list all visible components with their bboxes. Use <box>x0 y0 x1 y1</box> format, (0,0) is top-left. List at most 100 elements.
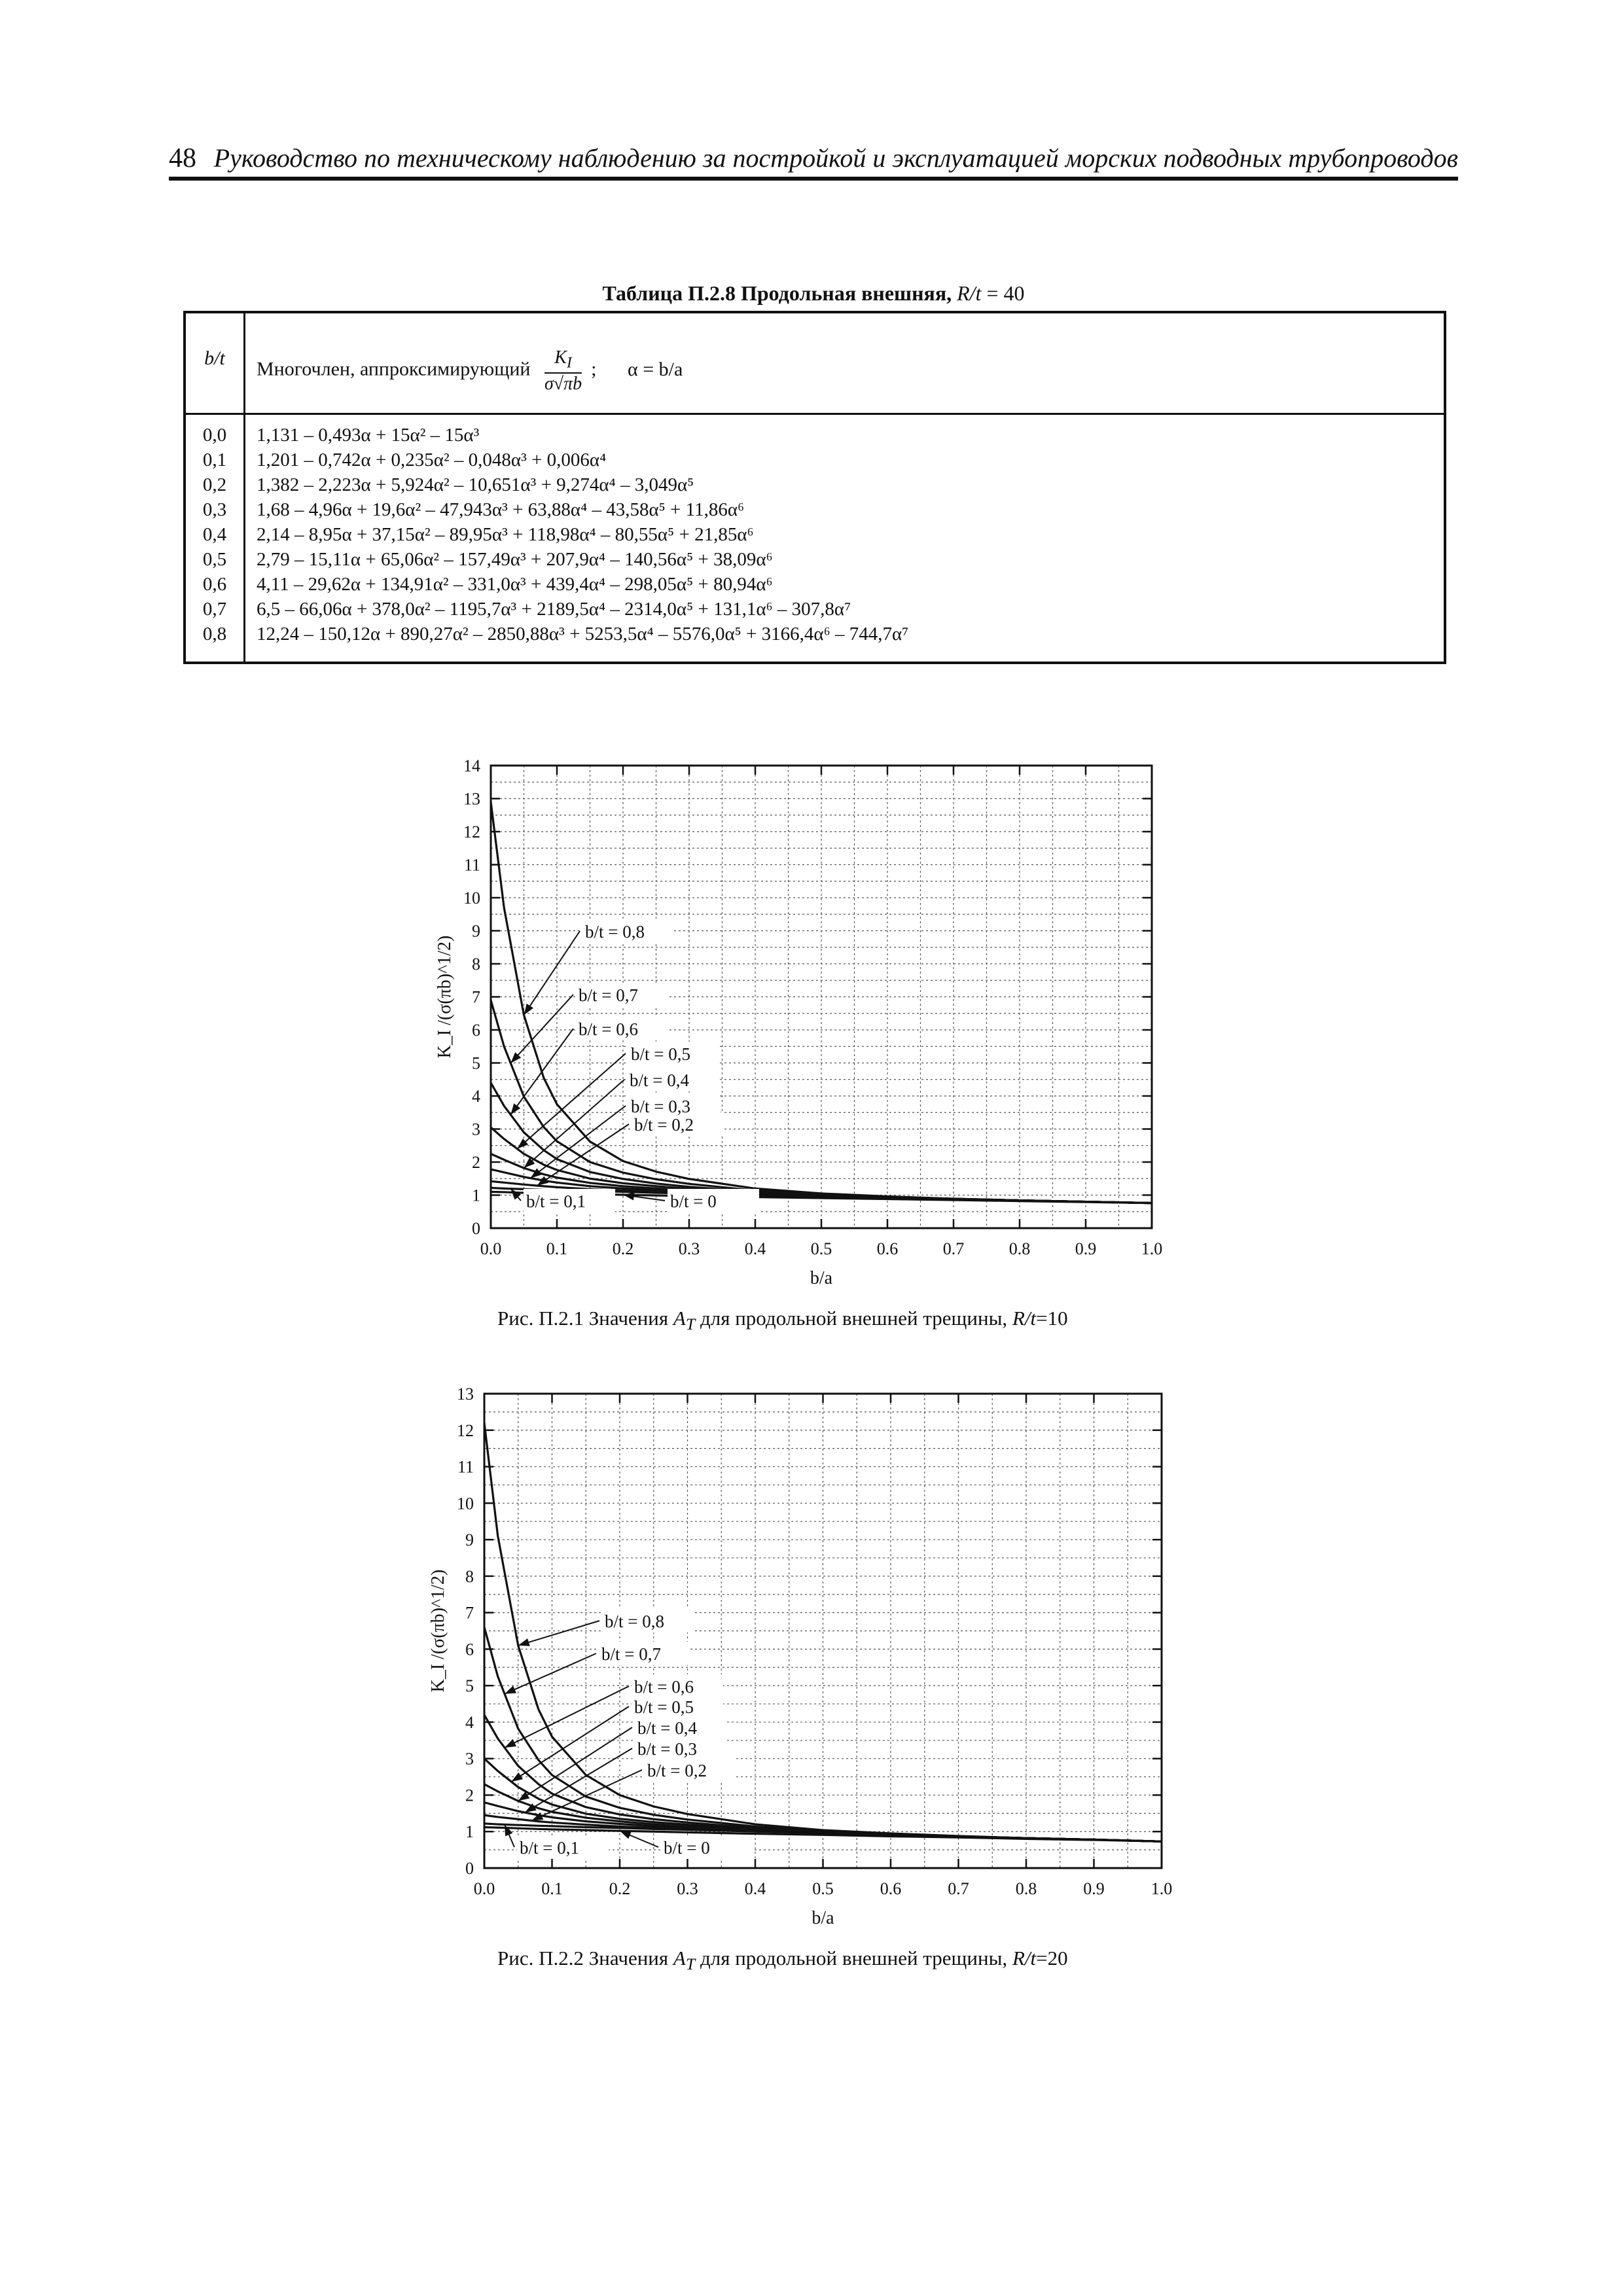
x-tick-label: 0.9 <box>1083 1879 1105 1898</box>
y-tick-label: 12 <box>463 822 480 841</box>
row-polynomial: 2,14 – 8,95α + 37,15α² – 89,95α³ + 118,9… <box>257 524 754 545</box>
series-label: b/t = 0,1 <box>526 1192 586 1211</box>
series-label-bg <box>576 1017 668 1040</box>
series-label-bg <box>517 1835 609 1859</box>
series-arrowhead <box>530 1168 542 1178</box>
figure-2-caption: Рис. П.2.2 Значения AT для продольной вн… <box>497 1947 1068 1974</box>
y-tick-label: 13 <box>457 1385 474 1404</box>
row-polynomial: 2,79 – 15,11α + 65,06α² – 157,49α³ + 207… <box>257 549 773 570</box>
series-arrowhead <box>518 1792 530 1801</box>
series-lines <box>483 1422 1162 1843</box>
y-tick-label: 1 <box>472 1186 480 1205</box>
series-label: b/t = 0,7 <box>579 985 638 1005</box>
series-label-bg <box>628 1042 720 1065</box>
table-row: 0,1 1,201 – 0,742α + 0,235α² – 0,048α³ + … <box>186 450 1444 474</box>
fraction-numerator-sub: I <box>566 354 572 372</box>
table-header-divider <box>186 413 1444 415</box>
row-bt: 0,5 <box>202 549 227 570</box>
row-bt: 0,2 <box>202 474 227 495</box>
series-arrowhead <box>505 1686 517 1694</box>
series-line <box>490 802 1152 1205</box>
row-polynomial: 1,382 – 2,223α + 5,924α² – 10,651α³ + 9,… <box>257 474 694 495</box>
table-column-divider <box>243 313 245 662</box>
y-tick-label: 11 <box>464 856 480 875</box>
y-tick-label: 11 <box>457 1458 474 1477</box>
table-body: 0,0 1,131 – 0,493α + 15α² – 15α³ 0,1 1,201… <box>186 425 1444 648</box>
caption-suffix: =10 <box>1036 1307 1068 1330</box>
series-labels: b/t = 0 b/t = 0,1 b/t = 0,2b/t = 0,3 b/t = … <box>510 919 759 1212</box>
series-label: b/t = 0,6 <box>579 1019 638 1039</box>
y-tick-label: 4 <box>465 1713 474 1732</box>
y-tick-label: 7 <box>465 1604 474 1623</box>
series-label-bg <box>576 983 668 1006</box>
alpha-definition: α = b/a <box>627 358 683 380</box>
table-row: 0,3 1,68 – 4,96α + 19,6α² – 47,943α³ + 63… <box>186 499 1444 524</box>
series-label-bg <box>524 1189 615 1212</box>
series-arrow <box>537 1123 630 1186</box>
caption-middle: для продольной внешней трещины, <box>700 1947 1008 1969</box>
table-caption: Таблица П.2.8 Продольная внешняя, R/t = … <box>169 281 1458 306</box>
y-tick-label: 2 <box>472 1153 480 1172</box>
formula-fraction: KI σ√πb <box>544 347 582 395</box>
x-tick-label: 1.0 <box>1141 1239 1163 1258</box>
table-header-poly-label: Многочлен, аппроксимирующий <box>257 358 531 380</box>
series-arrowhead <box>623 1192 635 1201</box>
table-row: 0,2 1,382 – 2,223α + 5,924α² – 10,651α³ +… <box>186 474 1444 499</box>
row-bt: 0,7 <box>202 599 227 620</box>
caption-symbol: AT <box>673 1947 695 1973</box>
x-tick-label: 0.5 <box>812 1879 834 1898</box>
series-arrow <box>510 994 574 1064</box>
y-tick-label: 10 <box>463 889 480 908</box>
series-label-bg <box>632 1695 723 1718</box>
row-polynomial: 12,24 – 150,12α + 890,27α² – 2850,88α³ +… <box>257 624 909 645</box>
row-bt: 0,0 <box>202 425 227 446</box>
table-row: 0,5 2,79 – 15,11α + 65,06α² – 157,49α³ + … <box>186 549 1444 574</box>
table-row: 0,7 6,5 – 66,06α + 378,0α² – 1195,7α³ + 2… <box>186 599 1444 624</box>
x-tick-label: 0.6 <box>880 1879 902 1898</box>
series-arrowhead <box>510 1188 522 1200</box>
x-tick-label: 0.7 <box>943 1239 965 1258</box>
row-bt: 0,8 <box>202 624 227 645</box>
series-label-bg <box>635 1716 726 1739</box>
y-tick-label: 0 <box>472 1219 480 1238</box>
caption-var: R/t <box>1012 1307 1037 1330</box>
series-label-bg <box>627 1068 719 1091</box>
series-arrow <box>523 1079 625 1169</box>
y-tick-label: 8 <box>472 955 480 974</box>
y-tick-label: 13 <box>463 790 480 809</box>
formula-table: b/t Многочлен, аппроксимирующий KI σ√πb … <box>183 311 1446 664</box>
series-label-bg <box>635 1737 726 1760</box>
series-label: b/t = 0,3 <box>637 1739 697 1759</box>
series-arrow <box>510 1706 630 1782</box>
table-row: 0,4 2,14 – 8,95α + 37,15α² – 89,95α³ + 11… <box>186 524 1444 549</box>
table-row: 0,0 1,131 – 0,493α + 15α² – 15α³ <box>186 425 1444 450</box>
series-label: b/t = 0,2 <box>634 1115 694 1135</box>
x-axis-label: b/a <box>810 1268 833 1288</box>
y-tick-label: 6 <box>472 1021 480 1040</box>
series-label-bg <box>645 1758 736 1782</box>
y-tick-label: 3 <box>465 1750 474 1769</box>
fraction-denominator: σ√πb <box>544 373 582 394</box>
caption-suffix: =20 <box>1036 1947 1068 1969</box>
y-tick-label: 12 <box>457 1421 474 1440</box>
running-head: 48 Руководство по техническому наблюдени… <box>169 143 1458 181</box>
x-tick-label: 0.1 <box>546 1239 568 1258</box>
table-row: 0,8 12,24 – 150,12α + 890,27α² – 2850,88α… <box>186 624 1444 648</box>
series-label-bg <box>602 1609 694 1633</box>
y-tick-label: 8 <box>465 1567 474 1586</box>
y-tick-label: 0 <box>465 1859 474 1878</box>
figure-1: 0.0 0.1 0.2 0.3 0.4 0.5 0.6 0.7 0.8 0.9 1.0 0 1 2 3 4 5 6… <box>419 752 1204 1302</box>
grid <box>484 1393 1162 1869</box>
series-line <box>483 1422 1162 1843</box>
series-label: b/t = 0,2 <box>647 1761 707 1780</box>
y-tick-label: 6 <box>465 1640 474 1659</box>
y-tick-label: 9 <box>472 922 480 941</box>
x-tick-label: 0.7 <box>948 1879 969 1898</box>
series-label: b/t = 0,3 <box>631 1097 690 1116</box>
series-label: b/t = 0,1 <box>520 1838 579 1858</box>
y-tick-label: 2 <box>465 1786 474 1805</box>
table-caption-value: = 40 <box>981 281 1025 305</box>
x-tick-label: 0.2 <box>613 1239 634 1258</box>
y-tick-label: 3 <box>472 1120 480 1139</box>
row-polynomial: 1,131 – 0,493α + 15α² – 15α³ <box>257 425 480 446</box>
